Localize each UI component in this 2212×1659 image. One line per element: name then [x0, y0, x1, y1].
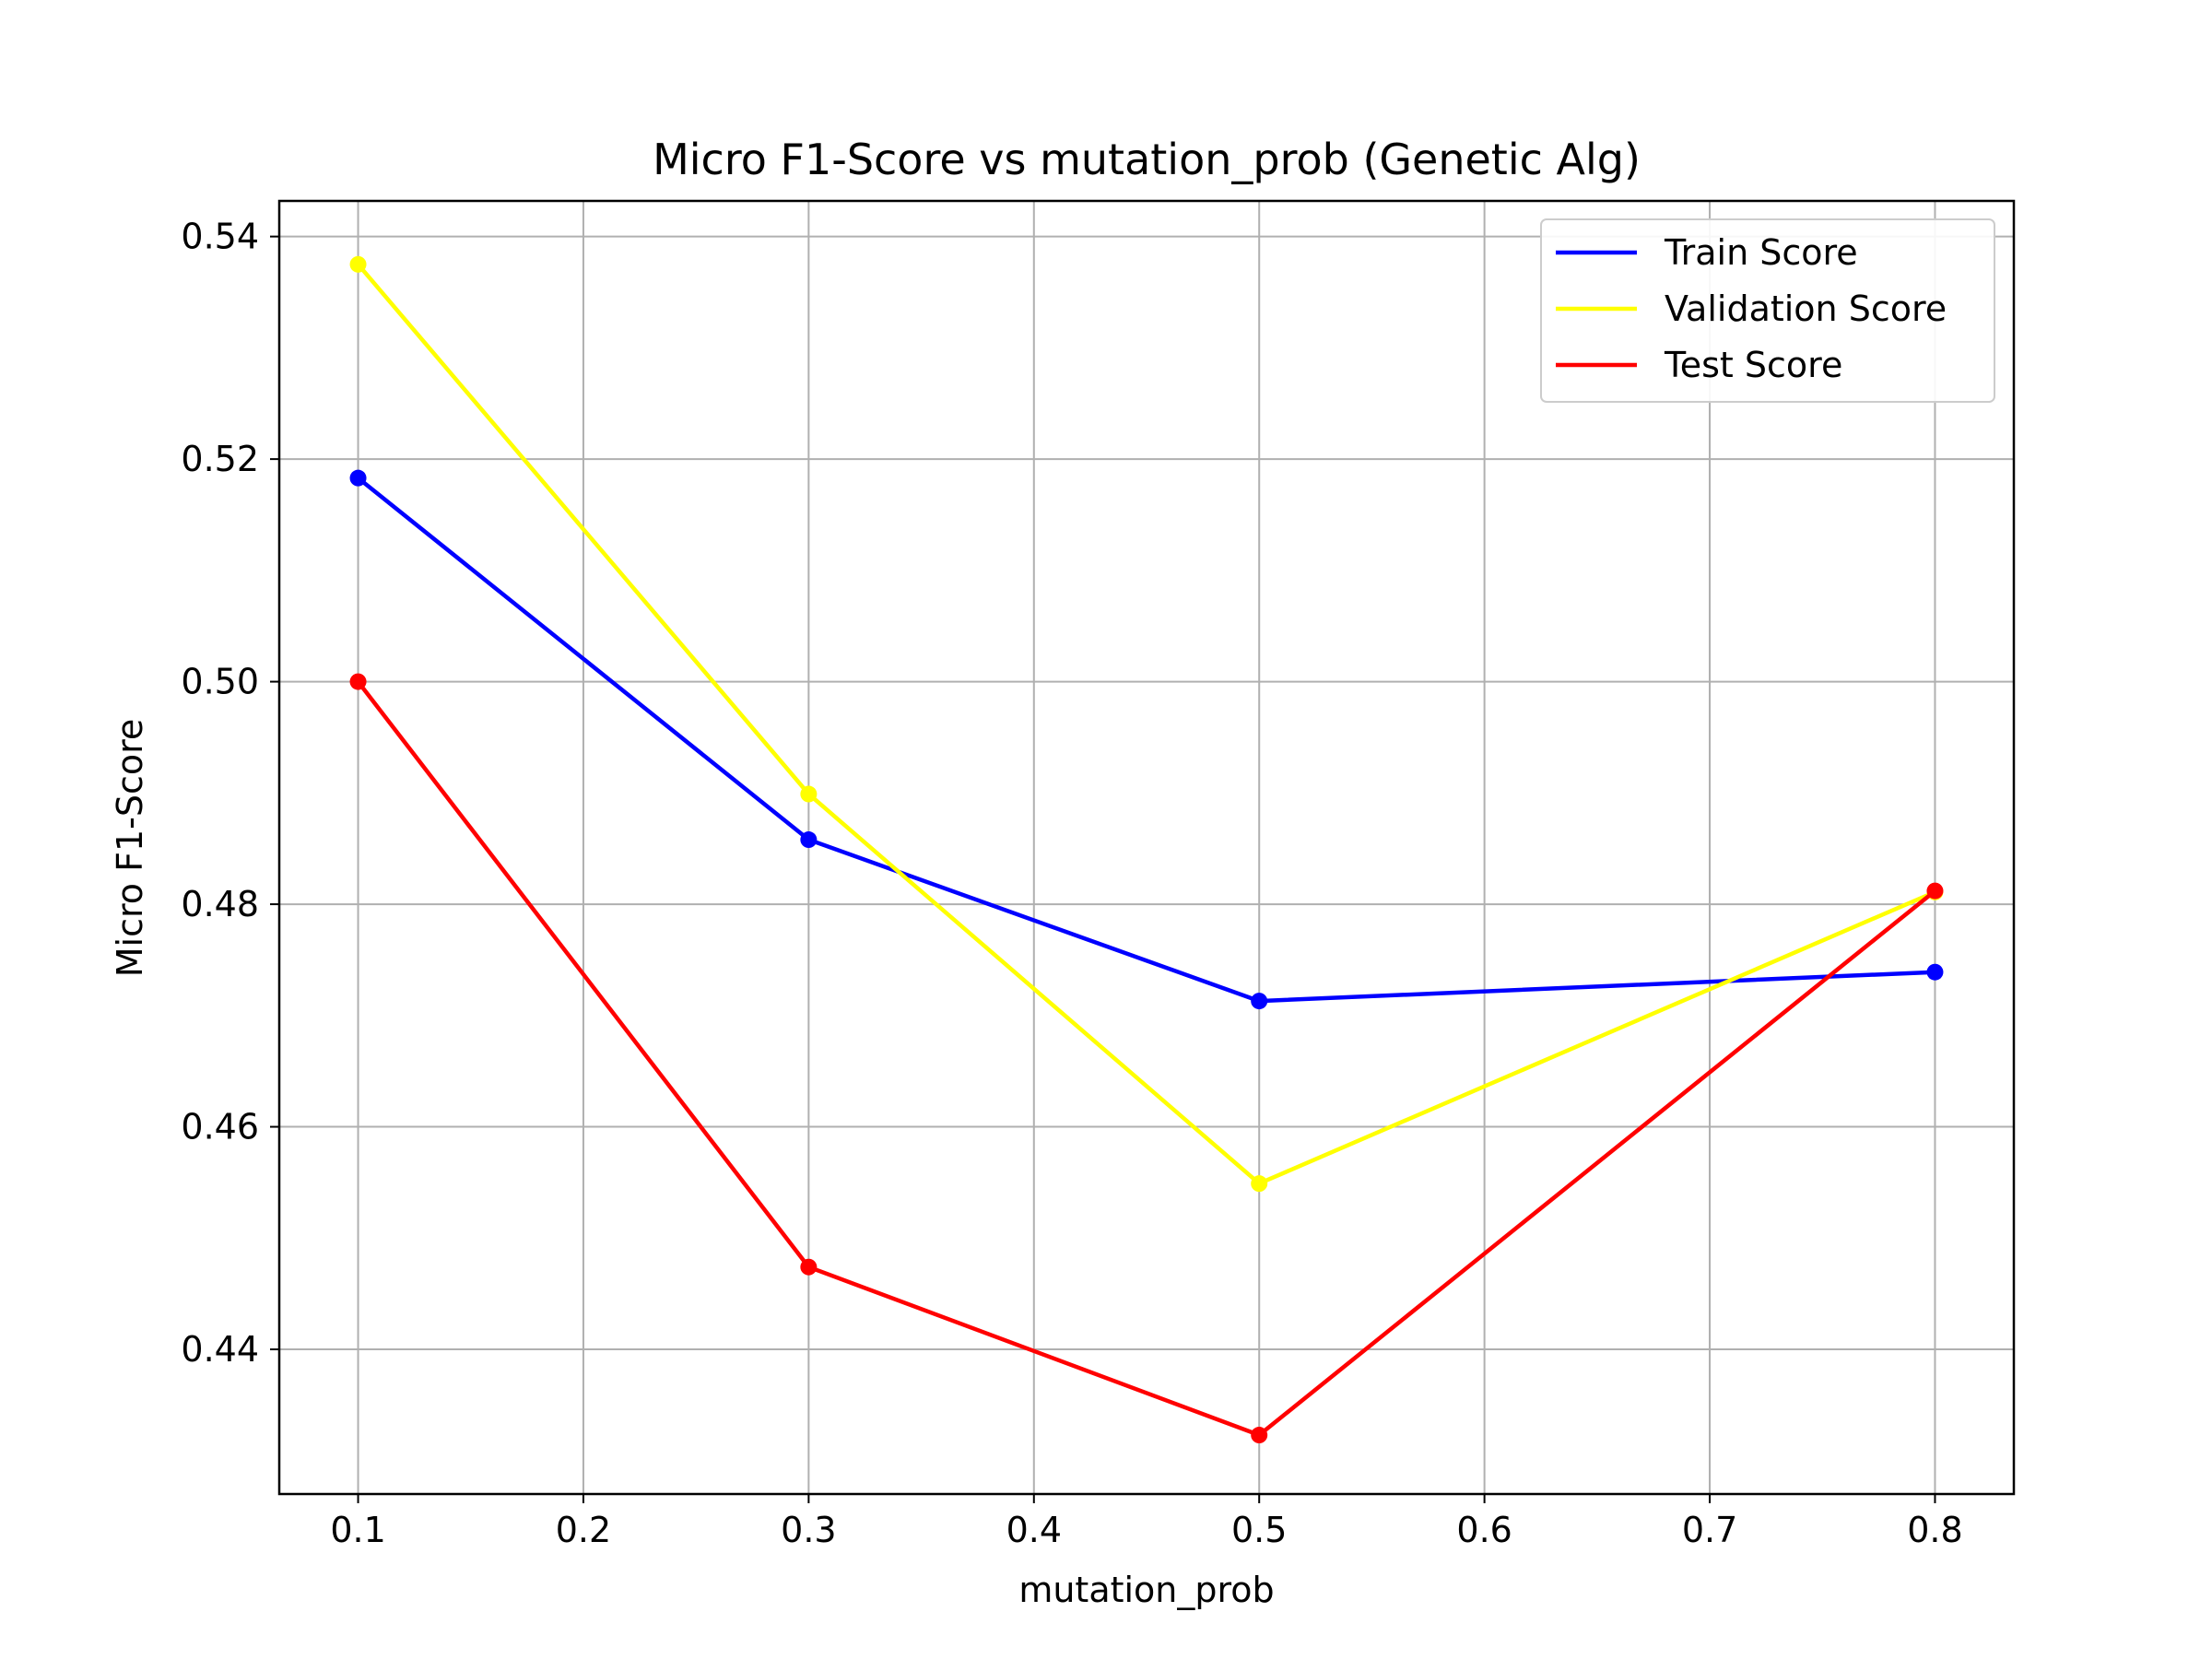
data-point-test-score — [1251, 1427, 1268, 1444]
y-tick-label: 0.48 — [181, 884, 259, 924]
x-tick-label: 0.1 — [330, 1510, 385, 1550]
data-point-test-score — [800, 1258, 818, 1276]
plot-area-frame — [277, 199, 2016, 1496]
y-tick-label: 0.46 — [181, 1107, 259, 1147]
legend-label: Train Score — [1664, 232, 1858, 273]
y-axis-ticks: 0.44 0.46 0.48 0.50 0.52 0.54 — [181, 217, 279, 1370]
x-tick-label: 0.7 — [1682, 1510, 1737, 1550]
x-axis-label: mutation_prob — [1018, 1570, 1274, 1610]
data-point-test-score — [1926, 882, 1944, 900]
y-tick-label: 0.44 — [181, 1329, 259, 1370]
x-tick-label: 0.2 — [556, 1510, 611, 1550]
y-tick-label: 0.54 — [181, 217, 259, 257]
data-point-test-score — [349, 673, 367, 690]
x-tick-label: 0.6 — [1456, 1510, 1512, 1550]
series-line-train-score — [357, 476, 1936, 1004]
series-line-validation-score — [356, 263, 1936, 1186]
data-point-validation-score — [349, 255, 367, 273]
data-point-validation-score — [1251, 1175, 1268, 1193]
x-tick-label: 0.3 — [781, 1510, 836, 1550]
data-point-validation-score — [800, 785, 818, 803]
series-line-test-score — [356, 680, 1936, 1438]
series-train-score — [349, 469, 1944, 1010]
series-validation-score — [349, 255, 1944, 1193]
x-tick-label: 0.8 — [1907, 1510, 1962, 1550]
legend: Train Score Validation Score Test Score — [1540, 218, 1995, 403]
legend-items: Train Score Validation Score Test Score — [1556, 232, 1947, 385]
chart-title: Micro F1-Score vs mutation_prob (Genetic… — [653, 135, 1641, 184]
data-point-train-score — [1926, 963, 1944, 981]
data-point-train-score — [800, 831, 818, 849]
y-axis-label: Micro F1-Score — [110, 719, 150, 978]
y-tick-label: 0.52 — [181, 439, 259, 479]
series-layer — [349, 255, 1944, 1444]
series-test-score — [349, 673, 1944, 1444]
x-tick-label: 0.4 — [1006, 1510, 1062, 1550]
y-tick-label: 0.50 — [181, 662, 259, 702]
data-point-train-score — [1251, 993, 1268, 1010]
x-tick-label: 0.5 — [1231, 1510, 1287, 1550]
data-point-train-score — [349, 469, 367, 487]
x-axis-ticks: 0.1 0.2 0.3 0.4 0.5 0.6 0.7 0.8 — [330, 1494, 1963, 1550]
legend-label: Validation Score — [1665, 288, 1947, 329]
legend-box — [1540, 218, 1995, 403]
legend-label: Test Score — [1664, 345, 1842, 385]
